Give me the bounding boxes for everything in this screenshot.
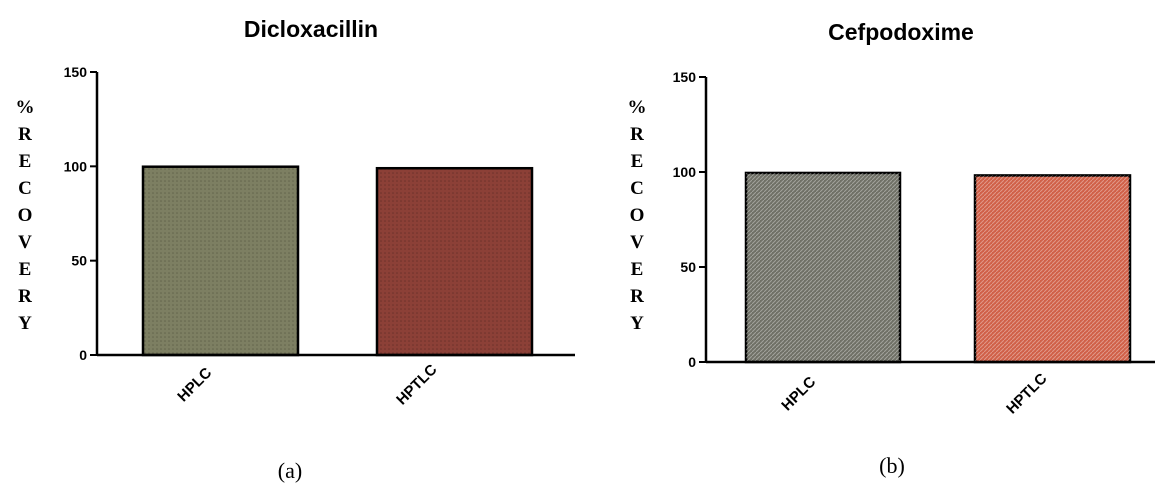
y-axis-label-text: % R E C O V E R Y	[628, 97, 647, 334]
x-category-label: HPLC	[174, 364, 215, 405]
bar-hplc	[744, 171, 902, 364]
y-axis-label: % R E C O V E R Y	[628, 97, 647, 334]
panel-label: (a)	[278, 458, 302, 483]
x-axis-categories: HPLC HPTLC	[778, 370, 1050, 417]
bar-hptlc	[973, 174, 1132, 364]
y-axis-ticks: 0 50 100 150	[673, 69, 706, 370]
y-axis-label-text: % R E C O V E R Y	[16, 97, 35, 334]
bar-hptlc	[375, 166, 534, 357]
y-tick-label: 50	[680, 259, 696, 275]
x-category-label: HPTLC	[1003, 370, 1050, 417]
chart-title: Dicloxacillin	[244, 16, 378, 42]
bars	[744, 171, 1132, 364]
chart-panel-b: Cefpodoxime % R E C O V E R Y 0 50 100 150 HPLC HPTL…	[628, 19, 1155, 478]
y-tick-label: 50	[71, 253, 87, 269]
y-tick-label: 0	[79, 347, 87, 363]
x-category-label: HPTLC	[393, 361, 440, 408]
y-tick-label: 0	[688, 354, 696, 370]
y-axis-label: % R E C O V E R Y	[16, 97, 35, 334]
x-category-label: HPLC	[778, 373, 819, 414]
x-axis-categories: HPLC HPTLC	[174, 361, 440, 408]
chart-title: Cefpodoxime	[828, 19, 974, 45]
bars	[141, 165, 534, 357]
y-tick-label: 100	[64, 158, 88, 174]
y-tick-label: 150	[64, 64, 88, 80]
bar-hplc	[141, 165, 300, 357]
y-tick-label: 150	[673, 69, 697, 85]
y-axis-ticks: 0 50 100 150	[64, 64, 97, 363]
y-tick-label: 100	[673, 164, 697, 180]
panel-label: (b)	[879, 453, 905, 478]
